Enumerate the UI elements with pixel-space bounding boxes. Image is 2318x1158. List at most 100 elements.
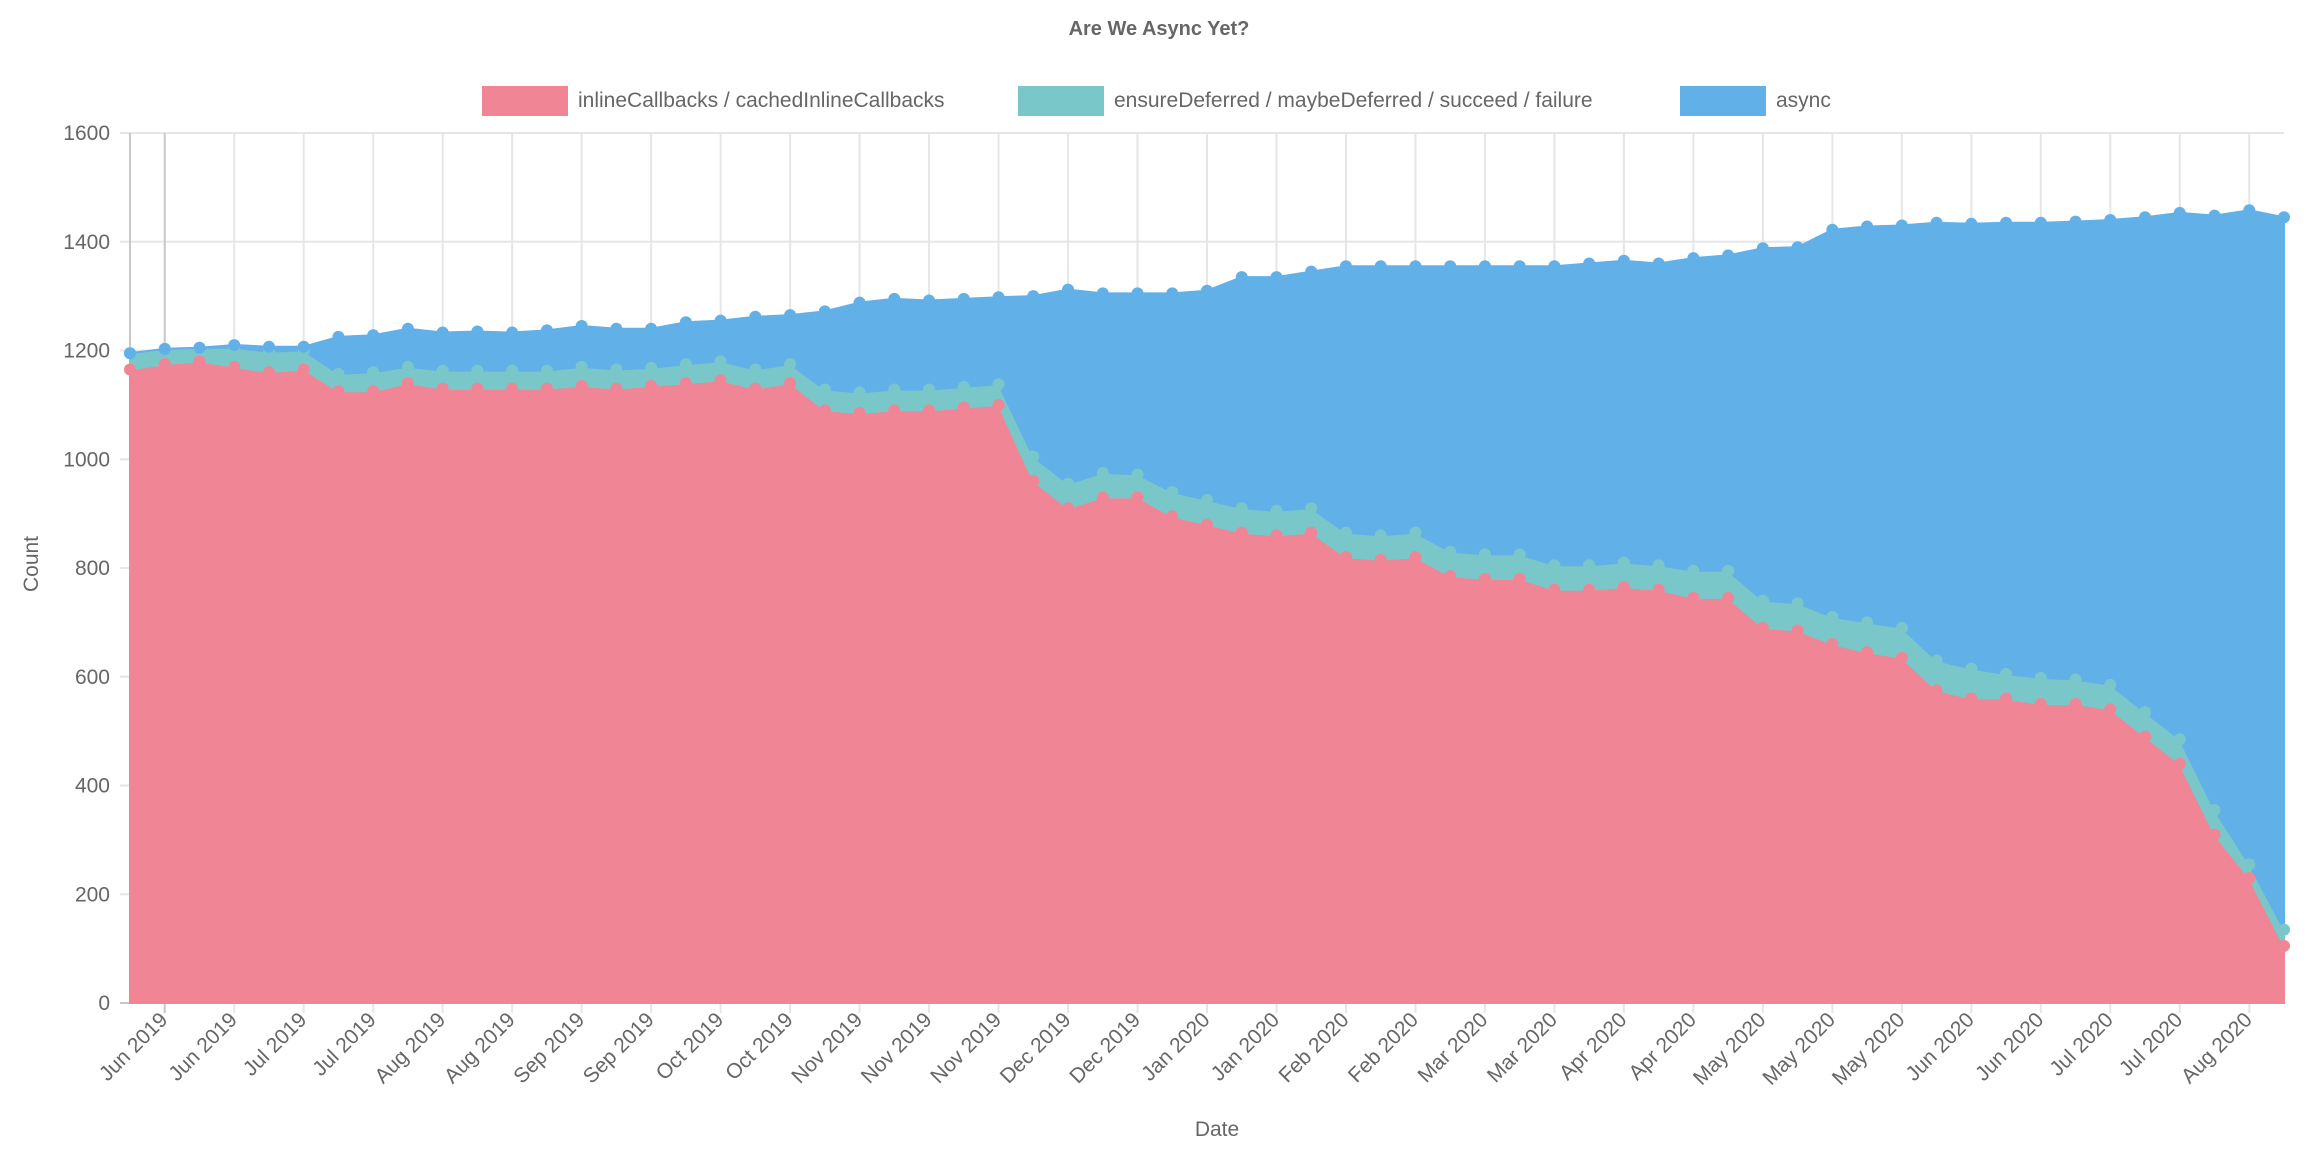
data-point-series-0 — [2069, 697, 2082, 710]
data-point-series-2 — [1166, 287, 1179, 300]
data-point-series-0 — [1096, 491, 1109, 504]
data-point-series-0 — [749, 382, 762, 395]
data-point-series-0 — [2000, 692, 2013, 705]
data-point-series-1 — [575, 360, 588, 373]
data-point-series-2 — [1131, 287, 1144, 300]
data-point-series-0 — [332, 385, 345, 398]
data-point-series-0 — [1270, 529, 1283, 542]
data-point-series-0 — [2139, 730, 2152, 743]
x-tick-label: Jan 2020 — [1137, 1008, 1214, 1085]
data-point-series-0 — [818, 404, 831, 417]
data-point-series-2 — [2069, 215, 2082, 228]
legend-item-inline-callbacks[interactable]: inlineCallbacks / cachedInlineCallbacks — [482, 86, 945, 116]
data-point-series-2 — [228, 339, 241, 352]
data-point-series-2 — [610, 322, 623, 335]
data-point-series-2 — [2139, 211, 2152, 224]
x-tick-label: Mar 2020 — [1483, 1008, 1562, 1087]
data-point-series-2 — [193, 341, 206, 354]
data-point-series-2 — [1305, 265, 1318, 278]
data-point-series-1 — [1687, 564, 1700, 577]
data-point-series-1 — [540, 364, 553, 377]
data-point-series-2 — [645, 322, 658, 335]
data-point-series-2 — [2173, 206, 2186, 219]
data-point-series-2 — [1201, 284, 1213, 297]
data-point-series-1 — [1756, 594, 1769, 607]
x-axis-title: Date — [1194, 1118, 1240, 1141]
data-point-series-1 — [1374, 529, 1387, 542]
data-point-series-1 — [749, 363, 762, 376]
data-point-series-2 — [1444, 260, 1457, 273]
data-point-series-2 — [2000, 216, 2013, 229]
x-tick-label: Feb 2020 — [1274, 1008, 1353, 1087]
legend-item-async[interactable]: async — [1680, 86, 1831, 116]
legend-item-ensure-deferred[interactable]: ensureDeferred / maybeDeferred / succeed… — [1018, 86, 1593, 116]
data-point-series-2 — [1722, 249, 1735, 262]
data-point-series-1 — [957, 380, 970, 393]
data-point-series-0 — [1930, 684, 1943, 697]
y-tick-label: 800 — [75, 557, 110, 580]
data-point-series-0 — [1305, 526, 1318, 539]
data-point-series-2 — [2104, 214, 2117, 226]
data-point-series-0 — [888, 404, 901, 417]
data-point-series-1 — [1235, 502, 1248, 515]
x-tick-label: Nov 2019 — [787, 1008, 867, 1088]
x-tick-label: Mar 2020 — [1413, 1008, 1492, 1087]
data-point-series-0 — [1756, 621, 1769, 634]
data-point-series-0 — [1513, 572, 1526, 585]
x-tick-label: Jan 2020 — [1207, 1008, 1284, 1085]
data-point-series-1 — [1062, 477, 1075, 490]
x-tick-label: Aug 2019 — [440, 1008, 520, 1088]
data-point-series-1 — [1166, 485, 1179, 498]
data-point-series-2 — [401, 322, 414, 335]
x-tick-label: Sep 2019 — [579, 1008, 659, 1088]
data-point-series-1 — [1270, 504, 1283, 517]
data-point-series-2 — [1270, 271, 1283, 284]
data-point-series-0 — [471, 382, 484, 395]
data-point-series-2 — [1513, 260, 1526, 273]
data-point-series-1 — [1895, 621, 1908, 634]
x-tick-label: Dec 2019 — [996, 1008, 1076, 1088]
legend-swatch-inline-callbacks — [482, 86, 568, 116]
x-tick-label: Feb 2020 — [1344, 1008, 1423, 1087]
data-point-series-2 — [784, 309, 797, 322]
data-point-series-1 — [853, 386, 866, 399]
legend-swatch-async — [1680, 86, 1766, 116]
data-point-series-2 — [1548, 260, 1561, 273]
data-point-series-2 — [1339, 260, 1352, 273]
y-tick-label: 1600 — [63, 122, 110, 145]
data-point-series-0 — [1583, 583, 1596, 596]
data-point-series-0 — [1339, 551, 1352, 564]
data-point-series-1 — [1583, 559, 1596, 572]
data-point-series-1 — [679, 358, 692, 371]
data-point-series-1 — [2278, 923, 2290, 936]
data-point-series-0 — [2243, 871, 2256, 884]
x-tick-label: Jul 2019 — [308, 1008, 380, 1080]
legend-label: inlineCallbacks / cachedInlineCallbacks — [578, 89, 945, 112]
data-point-series-1 — [2069, 673, 2082, 686]
data-point-series-0 — [1235, 526, 1248, 539]
x-tick-label: Jun 2019 — [164, 1008, 241, 1085]
data-point-series-1 — [1201, 494, 1213, 507]
y-tick-label: 0 — [98, 992, 110, 1015]
data-point-series-0 — [1374, 553, 1387, 566]
legend-swatch-ensure-deferred — [1018, 86, 1104, 116]
data-point-series-0 — [1826, 638, 1839, 651]
data-point-series-0 — [1861, 646, 1874, 659]
data-point-series-0 — [610, 382, 623, 395]
data-point-series-1 — [2243, 858, 2256, 871]
data-point-series-2 — [1791, 241, 1804, 254]
data-point-series-1 — [923, 383, 936, 396]
data-point-series-2 — [124, 347, 136, 360]
data-point-series-2 — [540, 324, 553, 337]
data-point-series-2 — [1409, 260, 1422, 273]
data-point-series-2 — [1478, 260, 1491, 273]
data-point-series-2 — [1965, 217, 1978, 230]
data-point-series-1 — [2000, 668, 2013, 681]
data-point-series-1 — [1861, 616, 1874, 629]
data-point-series-0 — [401, 377, 414, 390]
data-point-series-1 — [1722, 564, 1735, 577]
data-point-series-2 — [1374, 260, 1387, 273]
data-point-series-0 — [228, 360, 241, 373]
data-point-series-0 — [297, 363, 310, 376]
